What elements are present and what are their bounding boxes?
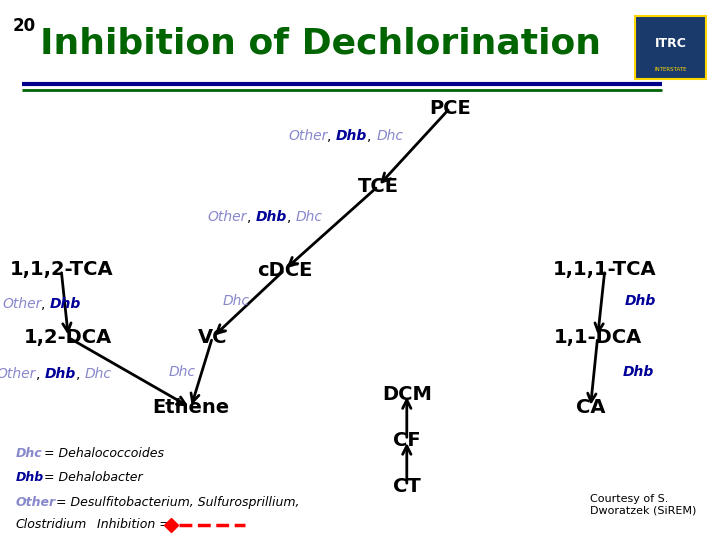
Text: Dhb: Dhb	[16, 471, 44, 484]
Text: = Desulfitobacterium, Sulfurosprillium,: = Desulfitobacterium, Sulfurosprillium,	[52, 496, 300, 509]
Text: PCE: PCE	[429, 98, 471, 118]
Text: 1,2-DCA: 1,2-DCA	[24, 328, 112, 347]
Text: Dhb: Dhb	[45, 367, 76, 381]
Text: TCE: TCE	[358, 177, 398, 196]
Text: Dhb: Dhb	[256, 210, 287, 224]
Text: = Dehalobacter: = Dehalobacter	[40, 471, 143, 484]
Text: cDCE: cDCE	[257, 260, 312, 280]
Text: Other: Other	[288, 129, 328, 143]
Text: Clostridium: Clostridium	[16, 518, 87, 531]
Text: 1,1,2-TCA: 1,1,2-TCA	[9, 260, 113, 280]
Text: Inhibition =: Inhibition =	[93, 518, 174, 531]
Text: ,: ,	[287, 210, 295, 224]
Text: INTERSTATE: INTERSTATE	[654, 68, 687, 72]
Text: 20: 20	[13, 17, 36, 35]
Text: DCM: DCM	[382, 384, 432, 404]
Text: ,: ,	[247, 210, 256, 224]
Text: Ethene: Ethene	[152, 398, 230, 417]
Text: Dhc: Dhc	[295, 210, 323, 224]
Text: Courtesy of S.
Dworatzek (SiREM): Courtesy of S. Dworatzek (SiREM)	[590, 494, 697, 516]
Text: 1,1-DCA: 1,1-DCA	[554, 328, 642, 347]
Text: ,: ,	[76, 367, 84, 381]
Text: ,: ,	[328, 129, 336, 143]
Text: Other: Other	[2, 297, 42, 311]
Bar	[635, 16, 706, 79]
Text: Other: Other	[0, 367, 36, 381]
Text: = Dehalococcoides: = Dehalococcoides	[40, 447, 163, 460]
Text: CA: CA	[576, 398, 605, 417]
Text: Dhb: Dhb	[625, 294, 657, 308]
Text: ,: ,	[367, 129, 376, 143]
Text: Dhc: Dhc	[222, 294, 250, 308]
Text: Dhb: Dhb	[50, 297, 81, 311]
Text: CF: CF	[393, 430, 420, 450]
Text: ,: ,	[36, 367, 45, 381]
Text: Dhc: Dhc	[16, 447, 42, 460]
Text: Dhb: Dhb	[623, 364, 654, 379]
Text: Other: Other	[16, 496, 56, 509]
Text: CT: CT	[393, 476, 420, 496]
Text: Dhc: Dhc	[168, 364, 196, 379]
Text: Other: Other	[207, 210, 247, 224]
Text: Inhibition of Dechlorination: Inhibition of Dechlorination	[40, 27, 600, 61]
Text: ,: ,	[42, 297, 50, 311]
Text: Dhc: Dhc	[84, 367, 112, 381]
Text: 1,1,1-TCA: 1,1,1-TCA	[553, 260, 657, 280]
Text: Dhb: Dhb	[336, 129, 367, 143]
Text: VC: VC	[198, 328, 227, 347]
Text: Dhc: Dhc	[376, 129, 403, 143]
Text: ITRC: ITRC	[654, 37, 686, 50]
